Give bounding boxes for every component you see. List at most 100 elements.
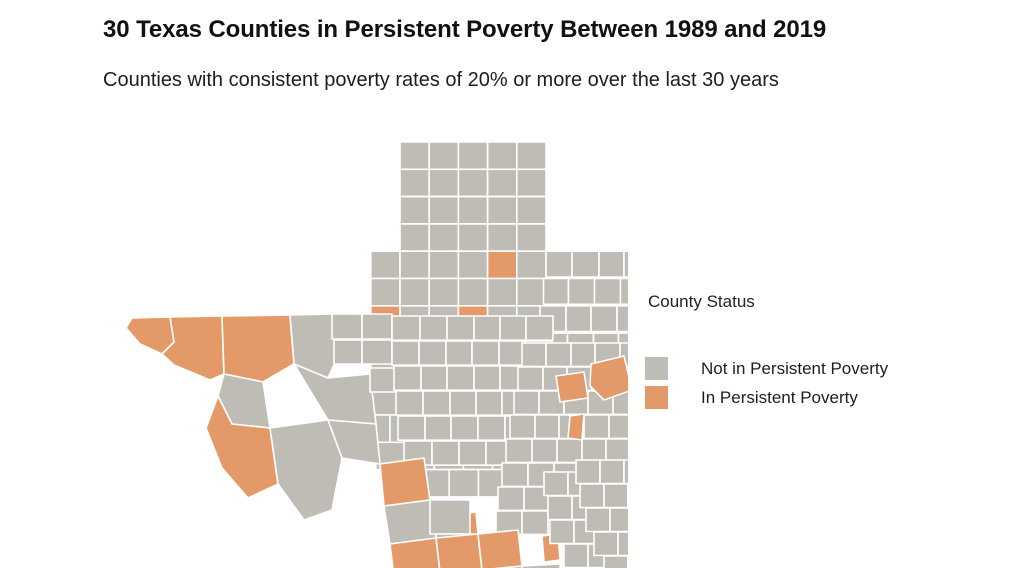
county-not-in-poverty[interactable] xyxy=(428,223,460,252)
county-not-in-poverty[interactable] xyxy=(486,277,518,307)
county-not-in-poverty[interactable] xyxy=(429,499,471,535)
county-in-poverty[interactable] xyxy=(389,537,441,568)
county-in-poverty[interactable] xyxy=(161,315,225,381)
county-not-in-poverty[interactable] xyxy=(515,195,547,225)
county-not-in-poverty[interactable] xyxy=(428,195,460,225)
county-not-in-poverty[interactable] xyxy=(370,250,401,280)
county-not-in-poverty[interactable] xyxy=(521,510,549,536)
county-not-in-poverty[interactable] xyxy=(575,459,601,485)
county-not-in-poverty[interactable] xyxy=(424,415,452,442)
county-not-in-poverty[interactable] xyxy=(457,141,489,171)
county-not-in-poverty[interactable] xyxy=(521,342,547,368)
county-not-in-poverty[interactable] xyxy=(608,414,628,440)
county-in-poverty[interactable] xyxy=(435,533,483,568)
county-not-in-poverty[interactable] xyxy=(449,390,477,417)
county-not-in-poverty[interactable] xyxy=(571,250,600,278)
county-in-poverty[interactable] xyxy=(486,250,518,280)
county-not-in-poverty[interactable] xyxy=(515,223,547,252)
county-not-in-poverty[interactable] xyxy=(446,365,475,392)
county-not-in-poverty[interactable] xyxy=(593,531,619,557)
county-not-in-poverty[interactable] xyxy=(457,195,489,225)
county-not-in-poverty[interactable] xyxy=(399,195,431,225)
county-not-in-poverty[interactable] xyxy=(419,315,448,341)
county-not-in-poverty[interactable] xyxy=(293,363,377,425)
county-not-in-poverty[interactable] xyxy=(361,339,393,365)
county-not-in-poverty[interactable] xyxy=(399,141,431,171)
county-not-in-poverty[interactable] xyxy=(486,195,518,225)
legend-item-in-persistent-poverty[interactable]: In Persistent Poverty xyxy=(645,383,975,412)
county-not-in-poverty[interactable] xyxy=(612,390,628,416)
county-not-in-poverty[interactable] xyxy=(543,471,569,497)
county-not-in-poverty[interactable] xyxy=(331,313,363,340)
county-not-in-poverty[interactable] xyxy=(422,390,451,417)
county-not-in-poverty[interactable] xyxy=(497,486,525,512)
county-not-in-poverty[interactable] xyxy=(585,507,611,533)
legend-item-not-in-persistent-poverty[interactable]: Not in Persistent Poverty xyxy=(645,354,975,383)
county-not-in-poverty[interactable] xyxy=(457,223,489,252)
county-not-in-poverty[interactable] xyxy=(513,390,540,416)
county-not-in-poverty[interactable] xyxy=(515,277,547,307)
county-not-in-poverty[interactable] xyxy=(399,277,431,307)
county-not-in-poverty[interactable] xyxy=(609,507,628,533)
county-not-in-poverty[interactable] xyxy=(603,555,628,568)
county-in-poverty[interactable] xyxy=(567,413,585,441)
county-not-in-poverty[interactable] xyxy=(590,305,618,333)
county-not-in-poverty[interactable] xyxy=(457,250,489,280)
county-not-in-poverty[interactable] xyxy=(428,250,460,280)
county-not-in-poverty[interactable] xyxy=(486,168,518,198)
county-not-in-poverty[interactable] xyxy=(505,438,533,464)
county-not-in-poverty[interactable] xyxy=(517,366,544,392)
county-not-in-poverty[interactable] xyxy=(289,313,339,379)
county-not-in-poverty[interactable] xyxy=(509,414,536,440)
county-not-in-poverty[interactable] xyxy=(473,365,501,392)
county-in-poverty[interactable] xyxy=(589,355,628,401)
county-not-in-poverty[interactable] xyxy=(515,250,547,280)
county-not-in-poverty[interactable] xyxy=(361,313,393,340)
county-not-in-poverty[interactable] xyxy=(450,415,479,442)
county-in-poverty[interactable] xyxy=(477,529,523,568)
county-not-in-poverty[interactable] xyxy=(603,483,628,509)
county-not-in-poverty[interactable] xyxy=(531,438,558,464)
county-not-in-poverty[interactable] xyxy=(545,342,572,368)
county-not-in-poverty[interactable] xyxy=(579,483,605,509)
county-not-in-poverty[interactable] xyxy=(269,419,343,521)
county-in-poverty[interactable] xyxy=(205,395,279,499)
county-not-in-poverty[interactable] xyxy=(567,277,596,306)
county-not-in-poverty[interactable] xyxy=(599,459,625,485)
county-not-in-poverty[interactable] xyxy=(428,277,460,307)
county-not-in-poverty[interactable] xyxy=(545,250,573,278)
county-not-in-poverty[interactable] xyxy=(556,438,583,464)
county-not-in-poverty[interactable] xyxy=(617,531,628,557)
county-not-in-poverty[interactable] xyxy=(477,415,506,442)
county-not-in-poverty[interactable] xyxy=(565,305,592,333)
county-in-poverty[interactable] xyxy=(221,314,295,383)
county-not-in-poverty[interactable] xyxy=(515,141,547,171)
county-not-in-poverty[interactable] xyxy=(370,277,401,307)
county-not-in-poverty[interactable] xyxy=(623,250,628,278)
county-not-in-poverty[interactable] xyxy=(418,340,447,366)
county-not-in-poverty[interactable] xyxy=(399,250,431,280)
county-not-in-poverty[interactable] xyxy=(583,414,610,440)
county-not-in-poverty[interactable] xyxy=(473,315,501,341)
county-in-poverty[interactable] xyxy=(555,371,589,403)
county-not-in-poverty[interactable] xyxy=(498,340,526,366)
county-not-in-poverty[interactable] xyxy=(501,462,529,488)
county-not-in-poverty[interactable] xyxy=(486,223,518,252)
county-not-in-poverty[interactable] xyxy=(471,340,500,366)
county-not-in-poverty[interactable] xyxy=(563,543,589,568)
county-not-in-poverty[interactable] xyxy=(570,342,596,368)
county-not-in-poverty[interactable] xyxy=(605,438,628,464)
county-not-in-poverty[interactable] xyxy=(525,315,554,341)
county-not-in-poverty[interactable] xyxy=(581,438,607,464)
county-not-in-poverty[interactable] xyxy=(616,305,628,333)
county-not-in-poverty[interactable] xyxy=(383,499,437,545)
county-in-poverty[interactable] xyxy=(379,457,431,507)
county-not-in-poverty[interactable] xyxy=(534,414,560,440)
county-not-in-poverty[interactable] xyxy=(593,277,622,306)
county-not-in-poverty[interactable] xyxy=(399,223,431,252)
county-not-in-poverty[interactable] xyxy=(457,168,489,198)
county-not-in-poverty[interactable] xyxy=(623,459,628,485)
county-not-in-poverty[interactable] xyxy=(457,277,489,307)
county-not-in-poverty[interactable] xyxy=(549,519,575,545)
county-not-in-poverty[interactable] xyxy=(448,468,481,498)
